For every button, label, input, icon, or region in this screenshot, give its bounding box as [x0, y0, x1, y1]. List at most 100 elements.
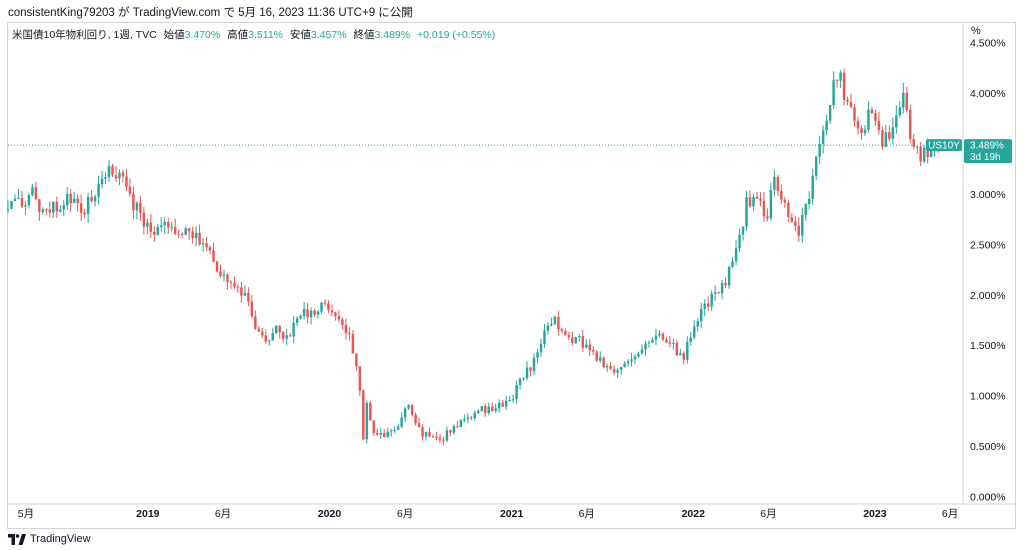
candle-body [17, 198, 20, 200]
candle-body [912, 138, 915, 147]
candle-body [553, 317, 557, 324]
candle-body [160, 225, 163, 228]
candle-body [525, 367, 529, 379]
candle-body [173, 227, 177, 234]
candle-body [222, 274, 226, 276]
candle-body [557, 317, 560, 330]
candle-body [706, 303, 710, 307]
candle-body [623, 363, 626, 368]
candle-body [696, 321, 699, 327]
candle-body [494, 408, 497, 411]
candle-body [86, 197, 90, 215]
candle-body [881, 130, 884, 147]
candle-body [320, 302, 323, 312]
y-axis-unit: % [971, 25, 981, 37]
candle-body [428, 432, 431, 437]
candle-body [473, 412, 477, 419]
candle-body [466, 417, 470, 420]
footer-brand[interactable]: TradingView [8, 531, 91, 547]
candle-body [41, 209, 45, 212]
candle-body [236, 286, 240, 288]
candle-body [609, 365, 612, 370]
candle-body [424, 432, 428, 437]
candle-body [100, 178, 104, 185]
site-name[interactable]: TradingView.com [132, 7, 221, 19]
candle-body [299, 315, 302, 319]
candle-body [212, 250, 215, 262]
x-tick-label: 6月 [397, 508, 413, 520]
candle-body [619, 367, 623, 370]
candle-body [330, 310, 334, 313]
candle-body [515, 384, 518, 400]
candle-body [264, 335, 268, 342]
candle-body [97, 184, 100, 197]
candle-body [153, 231, 156, 235]
candle-body [637, 353, 640, 357]
candle-body [898, 107, 902, 116]
candle-body [626, 361, 630, 364]
candle-body [585, 344, 588, 348]
y-tick-label: 0.500% [970, 441, 1006, 453]
candle-body [602, 357, 605, 368]
candle-body [445, 430, 449, 441]
candle-body [10, 201, 13, 209]
candle-body [668, 342, 672, 344]
candle-body [38, 199, 41, 212]
y-tick-label: 4.500% [970, 38, 1006, 50]
x-tick-label: 5月 [18, 508, 34, 520]
legend-close-value: 3.489% [374, 29, 411, 41]
author-name[interactable]: consistentKing79203 [8, 7, 115, 19]
candle-body [752, 196, 755, 207]
candle-body [640, 349, 644, 354]
candle-body [511, 399, 515, 401]
candle-body [529, 367, 532, 371]
candle-body [853, 107, 856, 121]
candle-body [884, 132, 888, 147]
legend-open-value: 3.470% [184, 29, 221, 41]
candle-body [275, 325, 278, 334]
publish-timestamp: 5月 16, 2023 11:36 UTC+9 [238, 7, 376, 19]
candle-body [605, 365, 609, 368]
candle-body [814, 156, 818, 176]
candle-body [55, 201, 58, 212]
candle-body [734, 248, 738, 262]
candle-body [926, 147, 929, 158]
candle-body [801, 214, 804, 236]
candle-body [888, 132, 891, 139]
candle-body [874, 113, 877, 121]
candle-body [386, 431, 389, 437]
candle-body [501, 402, 504, 407]
candle-body [139, 202, 142, 213]
y-tick-label: 0.000% [970, 491, 1006, 503]
candle-body [48, 209, 52, 213]
candle-body [835, 79, 839, 81]
candle-body [376, 432, 379, 435]
candle-body [588, 344, 591, 351]
candle-body [787, 202, 790, 218]
candle-body [278, 325, 281, 333]
candle-body [484, 406, 487, 413]
candle-body [518, 378, 522, 385]
candle-body [654, 335, 658, 340]
candle-body [31, 187, 34, 196]
candle-body [682, 353, 686, 360]
candle-body [766, 216, 769, 219]
candle-body [769, 189, 773, 219]
candle-body [292, 322, 295, 337]
candle-body [598, 357, 602, 361]
candle-body [686, 341, 689, 360]
candle-body [208, 247, 212, 251]
candle-body [20, 198, 24, 207]
candle-body [612, 369, 616, 373]
y-tick-label: 1.000% [970, 391, 1006, 403]
candle-body [362, 390, 365, 440]
header-published: に公開 [378, 7, 413, 19]
legend-high-label: 高値 [227, 29, 249, 41]
candle-body [396, 426, 400, 430]
y-tick-label: 4.000% [970, 88, 1006, 100]
series-legend[interactable]: 米国債10年物利回り, 1週, TVC 始値3.470% 高値3.511% 安値… [12, 27, 495, 42]
candle-body [79, 203, 83, 213]
symbol-tag-label: US10Y [928, 141, 960, 152]
candle-body [414, 414, 417, 424]
